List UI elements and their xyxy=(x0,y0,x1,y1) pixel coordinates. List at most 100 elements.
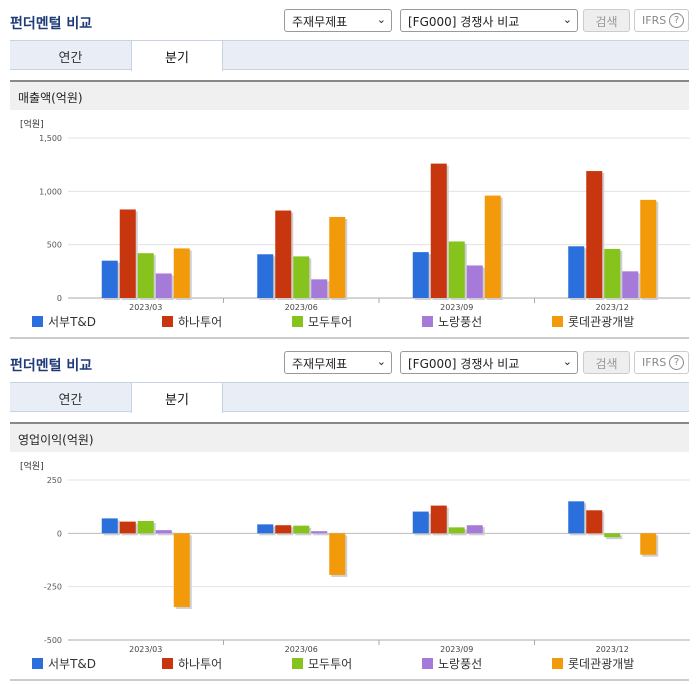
bar xyxy=(155,530,172,534)
bar xyxy=(568,501,585,534)
y-tick-label: -250 xyxy=(44,583,62,592)
bar xyxy=(275,210,292,298)
x-tick-label: 2023/06 xyxy=(285,645,318,654)
chart-title: 영업이익(억원) xyxy=(10,422,689,452)
legend-label: 노랑풍선 xyxy=(438,657,482,671)
divider xyxy=(10,679,689,681)
section-header: 펀더멘털 비교 주재무제표 ⌄ [FG000] 경쟁사 비교 ⌄ 검색 IFRS? xyxy=(0,342,696,382)
bar-shadow xyxy=(606,535,623,540)
x-tick-label: 2023/12 xyxy=(596,645,629,654)
period-tabs: 연간 분기 xyxy=(10,382,689,413)
bar xyxy=(412,252,429,298)
y-tick-label: 1,000 xyxy=(39,187,62,196)
unit-label: [억원] xyxy=(20,118,44,130)
bar-shadow xyxy=(313,533,330,536)
period-tabs: 연간 분기 xyxy=(10,40,689,71)
legend-swatch xyxy=(162,658,173,669)
tab-annual[interactable]: 연간 xyxy=(58,51,83,66)
tab-quarterly[interactable]: 분기 xyxy=(131,383,223,413)
revenue-chart: [억원] 0 500 1,000 1,500 2023/03 2023/06 2023/09 2… xyxy=(20,118,690,329)
ifrs-help-button[interactable]: IFRS? xyxy=(634,9,689,32)
chevron-down-icon: ⌄ xyxy=(376,355,386,368)
search-button[interactable]: 검색 xyxy=(583,351,630,374)
bar xyxy=(466,525,483,534)
section-title: 펀더멘털 비교 xyxy=(10,16,93,32)
y-tick-label: 0 xyxy=(57,529,62,538)
legend-label: 하나투어 xyxy=(178,315,222,329)
legend-swatch xyxy=(552,316,563,327)
statement-select[interactable]: 주재무제표 ⌄ xyxy=(284,351,392,374)
bar xyxy=(137,253,154,298)
unit-label: [억원] xyxy=(20,460,44,472)
bar xyxy=(568,246,585,298)
bar xyxy=(119,521,136,534)
statement-select[interactable]: 주재무제표 ⌄ xyxy=(284,9,392,32)
bar xyxy=(448,527,465,534)
bar xyxy=(329,216,346,298)
bar xyxy=(466,265,483,298)
bar xyxy=(173,533,190,607)
legend-label: 서부T&D xyxy=(48,657,96,671)
bar xyxy=(586,510,603,534)
bar xyxy=(448,241,465,298)
y-tick-label: 0 xyxy=(57,294,62,303)
legend-label: 모두투어 xyxy=(308,315,352,329)
x-tick-label: 2023/03 xyxy=(129,645,162,654)
ifrs-label: IFRS xyxy=(642,356,667,369)
bar xyxy=(101,260,118,298)
bar xyxy=(430,163,447,298)
legend-swatch xyxy=(32,316,43,327)
section-header: 펀더멘털 비교 주재무제표 ⌄ [FG000] 경쟁사 비교 ⌄ 검색 IFRS? xyxy=(0,0,696,40)
statement-select-value: 주재무제표 xyxy=(292,357,348,371)
statement-select-value: 주재무제표 xyxy=(292,15,348,29)
legend-swatch xyxy=(32,658,43,669)
bar xyxy=(640,533,657,555)
question-icon: ? xyxy=(669,13,684,28)
bar xyxy=(484,195,501,298)
bar xyxy=(119,209,136,298)
bar xyxy=(586,171,603,298)
x-tick-label: 2023/09 xyxy=(440,645,473,654)
peer-select[interactable]: [FG000] 경쟁사 비교 ⌄ xyxy=(400,351,578,374)
chevron-down-icon: ⌄ xyxy=(376,13,386,26)
legend-label: 모두투어 xyxy=(308,657,352,671)
legend-label: 롯데관광개발 xyxy=(568,315,634,329)
bar xyxy=(155,273,172,298)
bar xyxy=(604,248,621,298)
bar xyxy=(257,254,274,298)
x-tick-label: 2023/03 xyxy=(129,303,162,312)
legend-swatch xyxy=(422,658,433,669)
tab-annual[interactable]: 연간 xyxy=(58,393,83,408)
bar xyxy=(293,525,310,534)
x-tick-label: 2023/09 xyxy=(440,303,473,312)
bar xyxy=(137,520,154,534)
legend-swatch xyxy=(292,658,303,669)
legend-label: 노랑풍선 xyxy=(438,315,482,329)
legend-label: 하나투어 xyxy=(178,657,222,671)
ifrs-label: IFRS xyxy=(642,14,667,27)
bar xyxy=(293,256,310,298)
ifrs-help-button[interactable]: IFRS? xyxy=(634,351,689,374)
tab-quarterly[interactable]: 분기 xyxy=(131,41,223,71)
y-tick-label: 250 xyxy=(47,476,62,485)
question-icon: ? xyxy=(669,355,684,370)
legend-swatch xyxy=(422,316,433,327)
x-tick-label: 2023/06 xyxy=(285,303,318,312)
bar xyxy=(640,199,657,298)
section-title: 펀더멘털 비교 xyxy=(10,358,93,374)
bar xyxy=(604,533,621,538)
peer-select-value: [FG000] 경쟁사 비교 xyxy=(408,357,520,371)
y-tick-label: 1,500 xyxy=(39,134,62,143)
search-button[interactable]: 검색 xyxy=(583,9,630,32)
fundamental-section-revenue: 펀더멘털 비교 주재무제표 ⌄ [FG000] 경쟁사 비교 ⌄ 검색 IFRS? … xyxy=(0,0,696,339)
peer-select-value: [FG000] 경쟁사 비교 xyxy=(408,15,520,29)
bar xyxy=(622,271,639,298)
legend-swatch xyxy=(162,316,173,327)
legend-label: 롯데관광개발 xyxy=(568,657,634,671)
legend-label: 서부T&D xyxy=(48,315,96,329)
bar xyxy=(257,524,274,534)
chart-title: 매출액(억원) xyxy=(10,80,689,110)
peer-select[interactable]: [FG000] 경쟁사 비교 ⌄ xyxy=(400,9,578,32)
x-tick-label: 2023/12 xyxy=(596,303,629,312)
bar xyxy=(311,279,328,298)
